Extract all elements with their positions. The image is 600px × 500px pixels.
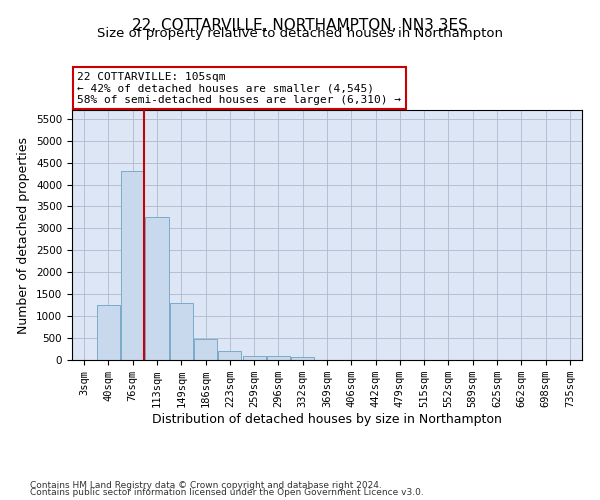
- Bar: [267, 356, 290, 360]
- Bar: [145, 218, 169, 360]
- Text: 22 COTTARVILLE: 105sqm
← 42% of detached houses are smaller (4,545)
58% of semi-: 22 COTTARVILLE: 105sqm ← 42% of detached…: [77, 72, 401, 105]
- X-axis label: Distribution of detached houses by size in Northampton: Distribution of detached houses by size …: [152, 413, 502, 426]
- Text: Size of property relative to detached houses in Northampton: Size of property relative to detached ho…: [97, 28, 503, 40]
- Text: Contains public sector information licensed under the Open Government Licence v3: Contains public sector information licen…: [30, 488, 424, 497]
- Text: 22, COTTARVILLE, NORTHAMPTON, NN3 3ES: 22, COTTARVILLE, NORTHAMPTON, NN3 3ES: [132, 18, 468, 32]
- Bar: [218, 351, 241, 360]
- Bar: [97, 305, 120, 360]
- Bar: [242, 356, 266, 360]
- Text: Contains HM Land Registry data © Crown copyright and database right 2024.: Contains HM Land Registry data © Crown c…: [30, 480, 382, 490]
- Y-axis label: Number of detached properties: Number of detached properties: [17, 136, 31, 334]
- Bar: [170, 303, 193, 360]
- Bar: [291, 358, 314, 360]
- Bar: [121, 172, 144, 360]
- Bar: [194, 340, 217, 360]
